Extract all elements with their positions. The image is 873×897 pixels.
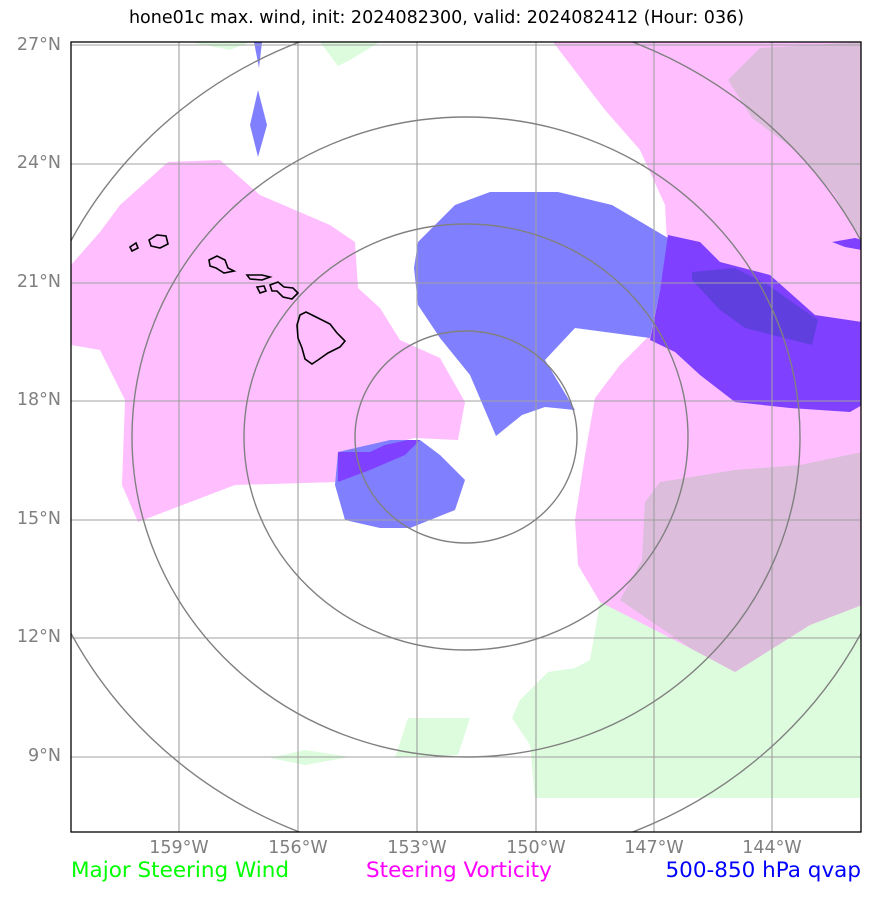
qvap-area-north-tip bbox=[254, 42, 262, 68]
overlap-area-northeast bbox=[728, 42, 861, 239]
legend-steering-wind: Major Steering Wind bbox=[71, 858, 290, 883]
island-molokai bbox=[245, 274, 273, 281]
legend-qvap: 500-850 hPa qvap bbox=[665, 858, 862, 883]
wind-area-north bbox=[320, 42, 380, 66]
range-rings bbox=[71, 42, 861, 832]
lat-label: 18°N bbox=[16, 390, 61, 410]
island-niihau bbox=[128, 241, 140, 253]
lon-label: 159°W bbox=[149, 838, 209, 858]
island-kauai bbox=[148, 234, 169, 249]
qvap-layer bbox=[250, 42, 861, 528]
qvap-area-north-small bbox=[250, 90, 267, 157]
lat-label: 24°N bbox=[16, 153, 61, 173]
wind-area-north-west bbox=[190, 42, 250, 50]
qvap-core-east bbox=[692, 268, 818, 345]
qvap-strong-southwest bbox=[338, 440, 420, 482]
lon-label: 153°W bbox=[387, 838, 447, 858]
wind-area-south bbox=[395, 718, 470, 758]
hawaiian-islands bbox=[128, 234, 347, 365]
map-title: hone01c max. wind, init: 2024082300, val… bbox=[128, 8, 745, 28]
range-ring-inner bbox=[354, 330, 578, 544]
lat-label: 15°N bbox=[16, 509, 61, 529]
lat-label: 27°N bbox=[16, 35, 61, 55]
island-maui bbox=[268, 281, 300, 300]
lon-label: 150°W bbox=[506, 838, 566, 858]
island-hawaii bbox=[296, 311, 347, 365]
plot-frame bbox=[70, 41, 862, 833]
range-ring-middle bbox=[243, 223, 689, 651]
lon-label: 144°W bbox=[742, 838, 802, 858]
qvap-area-central bbox=[414, 192, 668, 436]
overlap-area-southeast bbox=[620, 452, 861, 672]
island-lanai bbox=[255, 285, 268, 294]
lat-label: 12°N bbox=[16, 627, 61, 647]
qvap-strong-edge bbox=[832, 238, 861, 250]
lat-label: 9°N bbox=[28, 746, 61, 766]
island-oahu bbox=[208, 255, 237, 274]
legend-steering-vorticity: Steering Vorticity bbox=[366, 858, 552, 883]
lon-label: 156°W bbox=[268, 838, 328, 858]
lon-label: 147°W bbox=[624, 838, 684, 858]
overlap-layer bbox=[620, 42, 861, 672]
range-ring-outer bbox=[131, 116, 801, 758]
lat-label: 21°N bbox=[16, 272, 61, 292]
